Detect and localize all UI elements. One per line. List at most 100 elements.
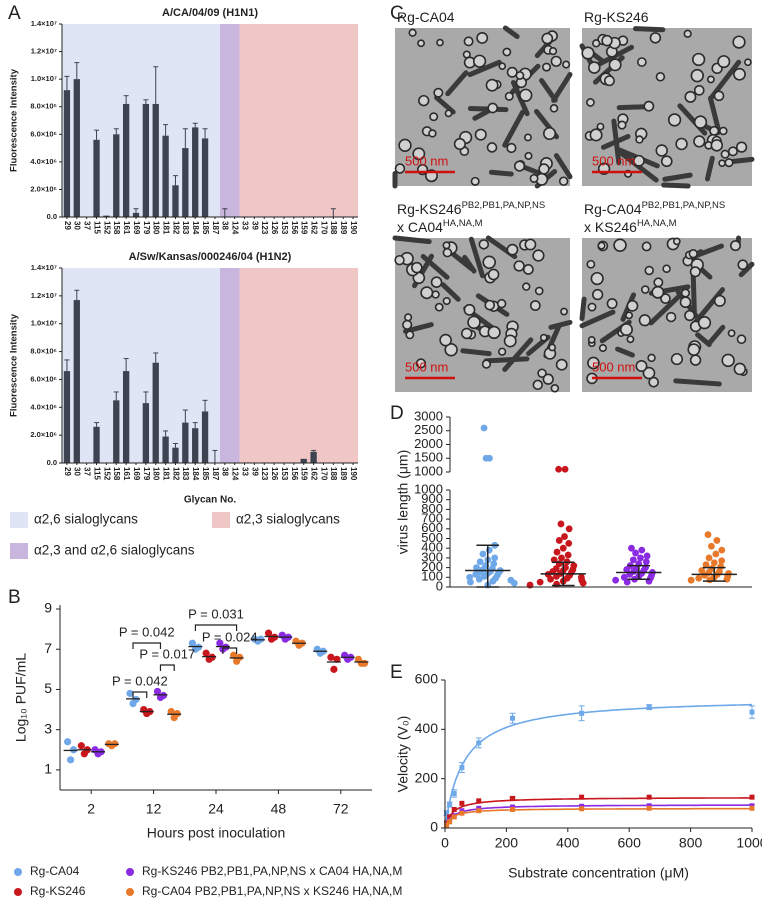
- data-point: [749, 794, 755, 800]
- y-tick-label: 200: [415, 769, 439, 785]
- virion: [608, 58, 622, 72]
- virion-rod: [708, 95, 721, 131]
- data-point: [111, 740, 119, 748]
- virion: [513, 260, 525, 272]
- virion: [476, 32, 489, 44]
- data-point: [561, 533, 568, 540]
- virion: [733, 362, 747, 376]
- panel-label: E: [390, 662, 403, 683]
- legend-swatch: [212, 512, 230, 528]
- virion: [635, 135, 644, 144]
- data-point: [476, 558, 484, 566]
- data-point: [712, 550, 720, 558]
- bar: [93, 426, 100, 463]
- region-background: [239, 268, 358, 463]
- title-text: Rg-KS246: [584, 9, 649, 25]
- virion: [660, 293, 671, 304]
- virion-rod: [502, 337, 534, 372]
- virion: [478, 239, 490, 250]
- virion: [655, 72, 666, 82]
- data-point: [327, 653, 335, 661]
- data-point: [687, 576, 695, 584]
- virion: [587, 336, 596, 344]
- data-point: [510, 795, 516, 801]
- y-tick-label: 8.0×10⁶: [30, 102, 57, 111]
- y-tick-label: 4.0×10⁶: [30, 157, 57, 166]
- virion: [693, 115, 708, 129]
- y-tick-label: 2000: [414, 436, 443, 451]
- micrograph-title: Rg-CA04: [397, 9, 455, 25]
- data-point: [646, 794, 652, 800]
- virion: [635, 360, 648, 372]
- virion: [463, 36, 474, 47]
- virion-rod: [483, 356, 530, 364]
- bar: [310, 451, 317, 463]
- y-tick-label: 900: [421, 491, 443, 506]
- bar: [182, 422, 189, 463]
- virion: [683, 29, 692, 38]
- data-point: [565, 525, 573, 533]
- virion: [444, 109, 453, 118]
- data-point: [126, 689, 134, 698]
- virion: [555, 358, 568, 371]
- annotation: P = 0.024: [202, 629, 258, 644]
- virion: [586, 259, 596, 269]
- virion-rod: [632, 26, 666, 33]
- virion: [460, 327, 473, 340]
- chart-title: A/Sw/Kansas/000246/04 (H1N2): [129, 251, 292, 263]
- data-point: [333, 655, 341, 663]
- virion: [713, 90, 725, 102]
- title-text: Rg-CA04: [584, 201, 642, 217]
- data-point: [553, 580, 561, 588]
- y-tick-label: 0.0: [47, 458, 57, 467]
- virion-rod: [619, 151, 659, 183]
- x-tick-label: 29: [63, 467, 72, 476]
- data-point: [629, 556, 637, 564]
- data-point: [561, 465, 569, 473]
- data-point: [216, 639, 224, 647]
- x-axis-label: Hours post inoculation: [147, 825, 286, 841]
- bar: [182, 148, 189, 217]
- virion: [467, 315, 481, 330]
- x-tick-label: 190: [349, 221, 358, 235]
- data-point: [695, 574, 703, 582]
- virion: [430, 276, 443, 288]
- virion: [394, 163, 406, 174]
- data-point: [447, 802, 453, 808]
- virion: [542, 126, 557, 141]
- bar: [132, 212, 140, 217]
- region-background: [239, 24, 358, 217]
- data-point: [476, 808, 482, 814]
- virion: [721, 353, 735, 368]
- data-point: [623, 578, 631, 586]
- x-tick-label: 123: [260, 221, 269, 235]
- y-tick-label: 1.2×10⁷: [31, 291, 57, 300]
- y-tick-label: 5: [44, 680, 52, 696]
- data-point: [701, 571, 709, 579]
- virion: [484, 299, 496, 311]
- virion: [586, 98, 595, 107]
- virion-rod: [434, 95, 456, 115]
- data-point: [710, 559, 718, 567]
- data-point: [558, 554, 565, 562]
- y-tick-label: 100: [421, 569, 443, 584]
- micrograph-title: x KS246HA,NA,M: [584, 218, 677, 235]
- virion: [541, 32, 554, 45]
- legend-marker: [14, 888, 22, 896]
- y-axis-label: Log₁₀ PUF/mL: [13, 653, 29, 742]
- title-superscript: HA,NA,M: [637, 218, 677, 229]
- legend-swatch: [10, 512, 28, 528]
- data-point: [705, 554, 713, 562]
- virion: [680, 288, 691, 298]
- bar: [73, 79, 80, 218]
- virion: [482, 255, 497, 270]
- virion: [513, 160, 526, 172]
- data-point: [208, 653, 216, 661]
- bar: [192, 428, 199, 463]
- virion: [429, 112, 439, 122]
- bar: [122, 103, 130, 217]
- data-point: [559, 544, 567, 552]
- bar: [142, 103, 150, 217]
- virion: [626, 299, 639, 312]
- panel-label: A: [8, 3, 21, 24]
